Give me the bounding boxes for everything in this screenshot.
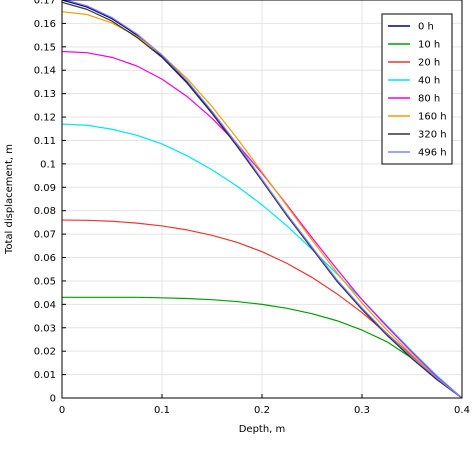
y-tick-label: 0.11	[34, 136, 56, 147]
y-axis: 0 0.01 0.02 0.03 0.04 0.05 0.06 0.07 0.08 0.09 0.1…	[34, 0, 66, 405]
y-tick-label: 0.03	[34, 323, 56, 334]
x-tick-label: 0.4	[454, 405, 470, 416]
legend: 0 h 10 h 20 h 40 h 80 h 160 h 320 h 496 h	[381, 13, 453, 165]
series-line-4	[61, 50, 463, 399]
y-tick-label: 0.01	[34, 370, 56, 381]
y-tick-label: 0.15	[34, 42, 56, 53]
y-tick-label: 0.1	[40, 159, 56, 170]
y-tick-label: 0	[50, 394, 56, 405]
x-tick-label: 0.1	[154, 405, 170, 416]
x-tick-label: 0.3	[354, 405, 370, 416]
y-tick-label: 0.07	[34, 230, 56, 241]
legend-label: 496 h	[418, 148, 447, 159]
legend-box	[381, 13, 453, 165]
y-tick-label: 0.16	[34, 19, 56, 30]
y-tick-label: 0.02	[34, 347, 56, 358]
y-tick-label: 0.04	[34, 300, 56, 311]
y-tick-label: 0.14	[34, 66, 56, 77]
legend-label: 80 h	[418, 94, 440, 105]
y-tick-label: 0.17	[34, 0, 56, 7]
y-axis-title: Total displacement, m	[4, 144, 15, 255]
series-line-3	[61, 123, 463, 399]
y-tick-label: 0.08	[34, 206, 56, 217]
legend-label: 10 h	[418, 40, 440, 51]
y-tick-label: 0.12	[34, 113, 56, 124]
series-line-7	[63, 0, 463, 399]
legend-label: 0 h	[418, 22, 434, 33]
y-tick-label: 0.13	[34, 89, 56, 100]
series-line-1	[62, 296, 463, 399]
legend-label: 160 h	[418, 112, 447, 123]
x-axis: 0 0.1 0.2 0.3 0.4	[59, 394, 470, 416]
series-lines	[61, 0, 463, 399]
x-tick-label: 0.2	[254, 405, 270, 416]
legend-label: 20 h	[418, 58, 440, 69]
x-axis-title: Depth, m	[239, 424, 286, 435]
y-tick-label: 0.05	[34, 276, 56, 287]
y-tick-label: 0.09	[34, 183, 56, 194]
legend-label: 320 h	[418, 130, 447, 141]
x-tick-label: 0	[59, 405, 65, 416]
series-line-6	[61, 1, 463, 399]
legend-label: 40 h	[418, 76, 440, 87]
y-tick-label: 0.06	[34, 253, 56, 264]
